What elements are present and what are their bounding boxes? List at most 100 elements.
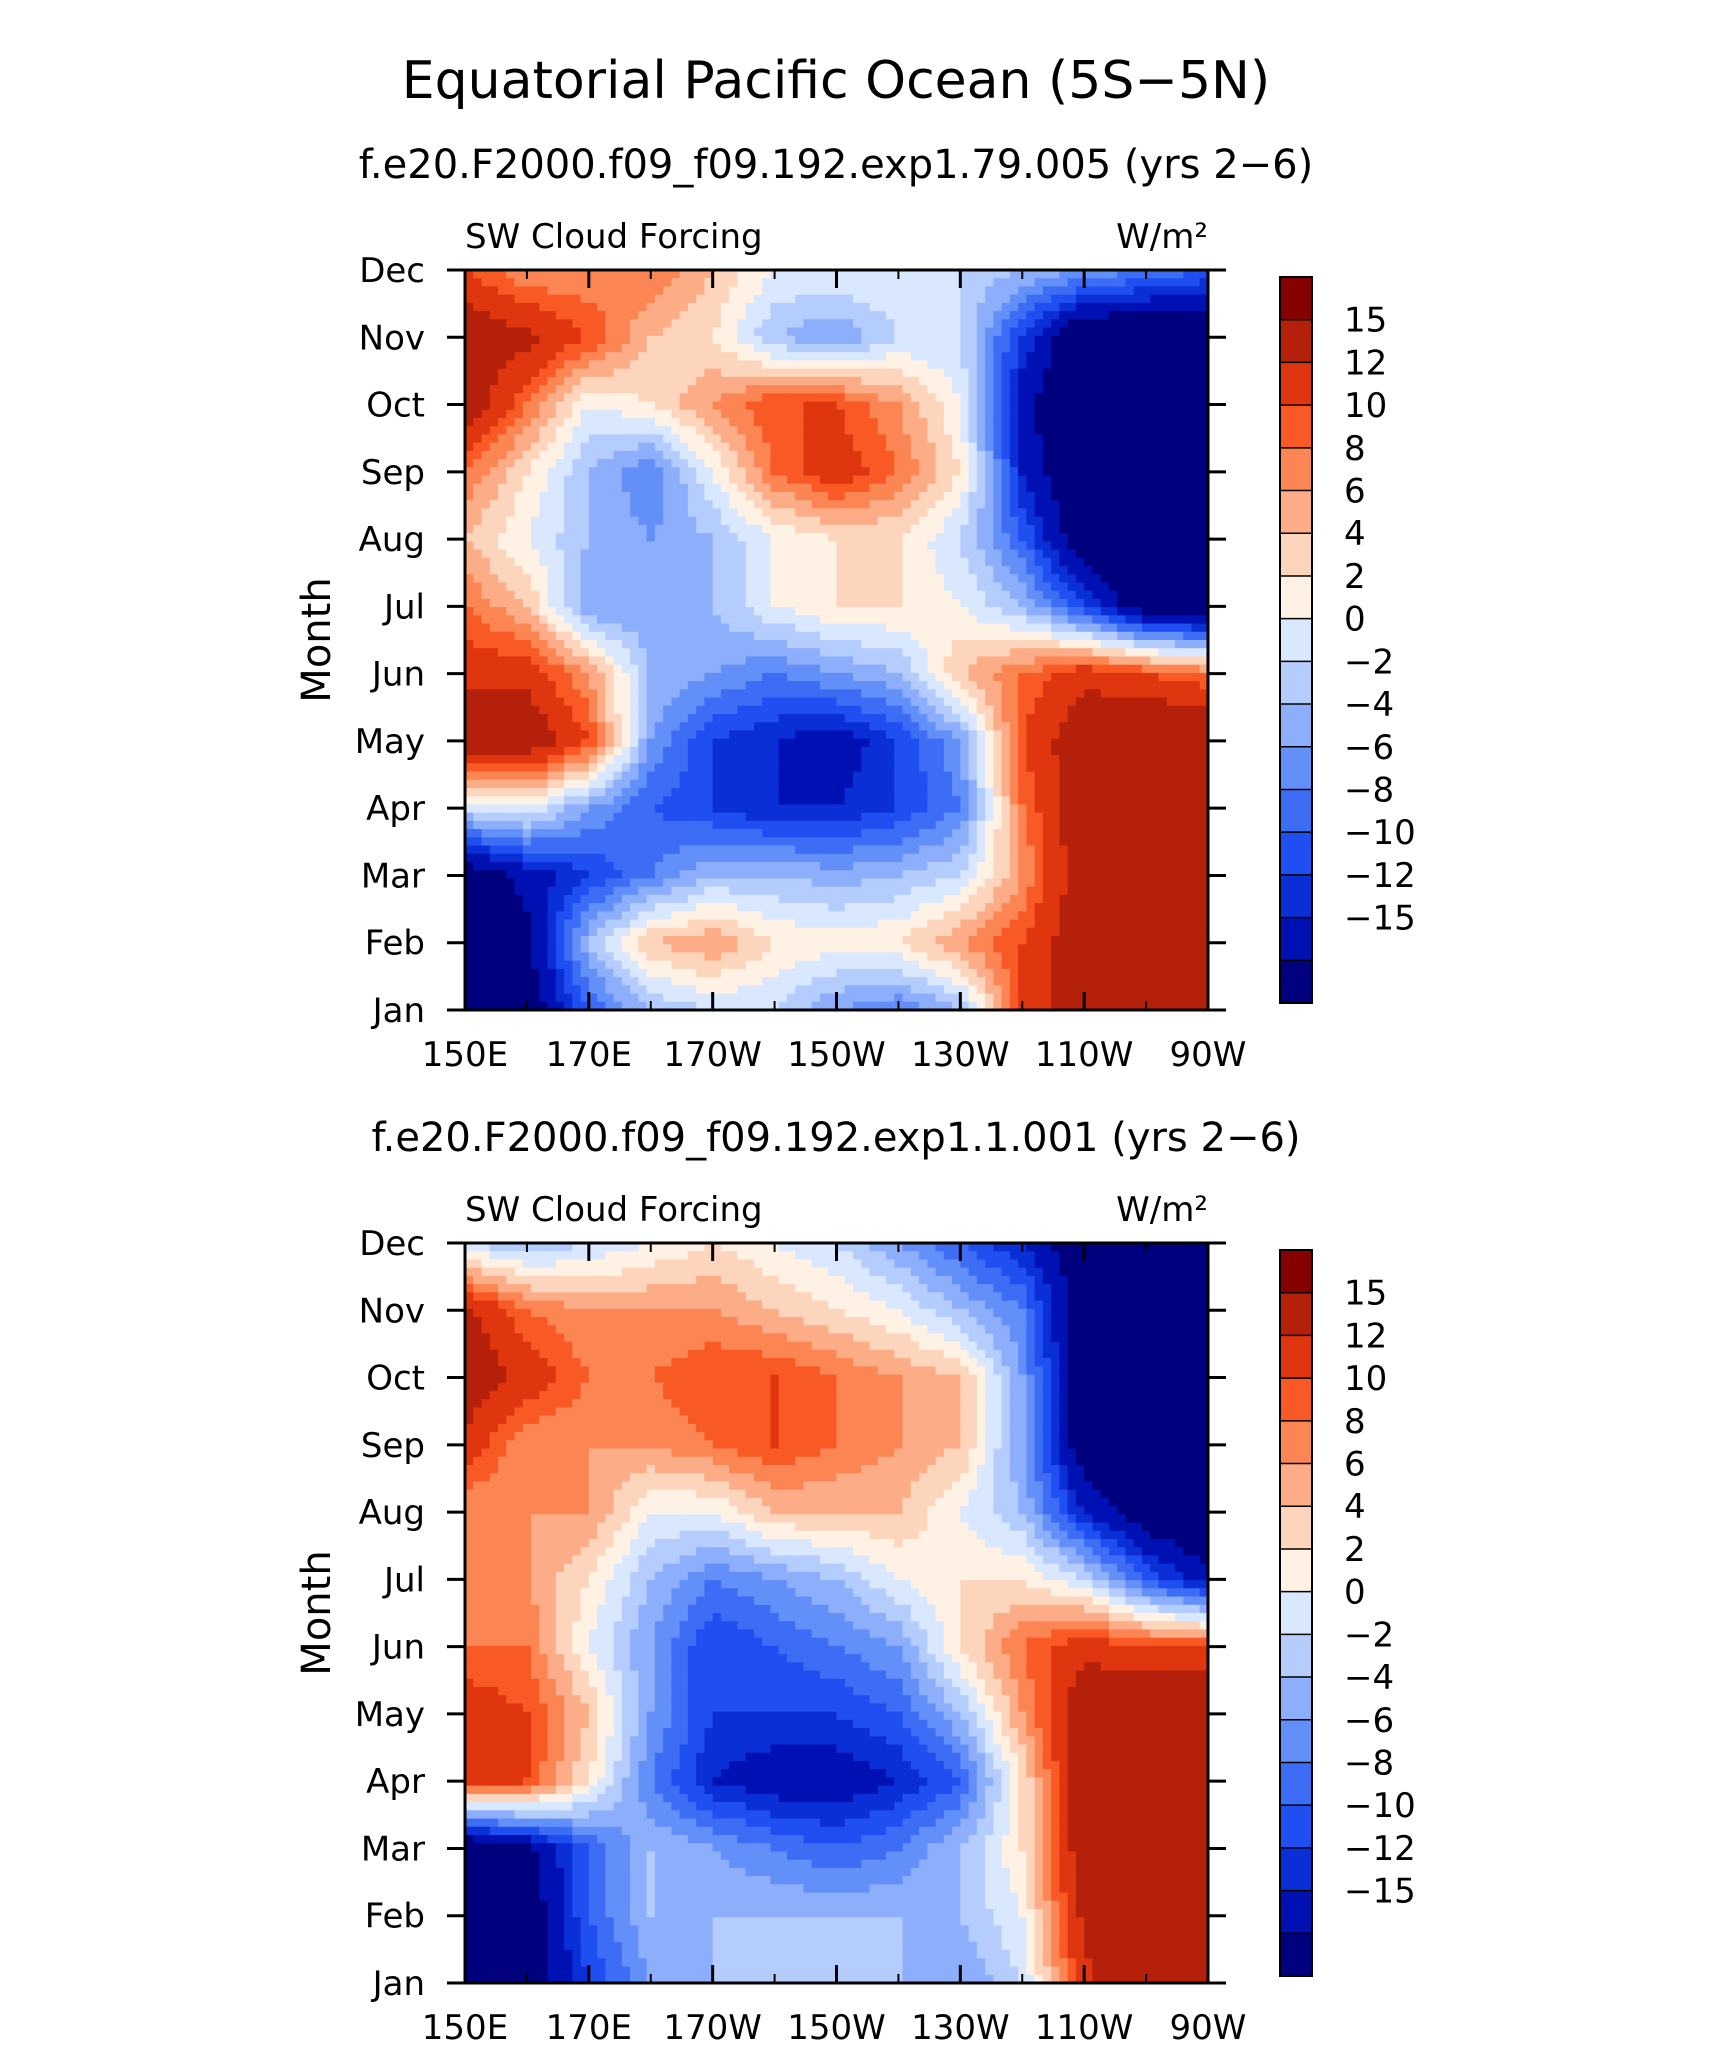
field-cell xyxy=(1001,319,1011,329)
field-cell xyxy=(638,631,648,641)
field-cell xyxy=(522,590,532,600)
field-cell xyxy=(522,524,532,534)
field-cell xyxy=(580,442,590,452)
field-cell xyxy=(836,426,846,436)
field-cell xyxy=(894,278,904,288)
field-cell xyxy=(811,574,821,584)
field-cell xyxy=(1100,557,1110,567)
field-cell xyxy=(522,705,532,715)
field-cell xyxy=(960,270,970,279)
field-cell xyxy=(1067,286,1077,296)
field-cell xyxy=(663,426,672,436)
field-cell xyxy=(919,574,928,584)
field-cell xyxy=(1158,598,1168,608)
field-cell xyxy=(473,368,483,378)
field-cell xyxy=(745,516,755,526)
field-cell xyxy=(704,393,714,403)
field-cell xyxy=(819,311,829,320)
field-cell xyxy=(1174,574,1184,584)
field-cell xyxy=(976,467,986,477)
field-cell xyxy=(679,697,689,707)
field-cell xyxy=(795,697,805,707)
field-cell xyxy=(985,492,994,501)
field-cell xyxy=(737,368,747,378)
field-cell xyxy=(605,689,615,699)
field-cell xyxy=(679,327,689,337)
field-cell xyxy=(778,302,788,312)
field-cell xyxy=(786,450,796,460)
field-cell xyxy=(952,623,961,633)
field-cell xyxy=(869,533,879,542)
field-cell xyxy=(638,664,648,674)
field-cell xyxy=(580,385,590,394)
field-cell xyxy=(894,319,904,329)
field-cell xyxy=(539,582,549,592)
field-cell xyxy=(861,426,871,436)
field-cell xyxy=(943,426,953,436)
field-cell xyxy=(506,302,516,312)
field-cell xyxy=(770,648,780,658)
field-cell xyxy=(547,401,557,411)
field-cell xyxy=(630,368,639,378)
field-cell xyxy=(481,409,491,419)
field-cell xyxy=(531,360,540,370)
field-cell xyxy=(729,640,739,649)
field-cell xyxy=(720,524,730,534)
field-cell xyxy=(1084,582,1094,592)
field-cell xyxy=(671,557,681,567)
field-cell xyxy=(803,327,813,337)
field-cell xyxy=(481,426,491,436)
field-cell xyxy=(605,623,615,633)
field-cell xyxy=(844,574,854,584)
field-cell xyxy=(737,590,747,600)
field-cell xyxy=(465,393,474,403)
field-cell xyxy=(919,590,928,600)
field-cell xyxy=(588,689,598,699)
field-cell xyxy=(1183,401,1193,411)
field-cell xyxy=(968,385,978,394)
field-cell xyxy=(844,714,854,723)
field-cell xyxy=(1075,294,1085,304)
field-cell xyxy=(687,500,697,510)
field-cell xyxy=(968,582,978,592)
field-cell xyxy=(1067,319,1077,329)
field-cell xyxy=(506,631,516,641)
field-cell xyxy=(613,270,623,279)
field-cell xyxy=(762,664,772,674)
field-cell xyxy=(580,623,590,633)
field-cell xyxy=(671,302,681,312)
field-cell xyxy=(1001,574,1011,584)
field-cell xyxy=(803,615,813,625)
field-cell xyxy=(679,557,689,567)
field-cell xyxy=(1133,352,1143,362)
field-cell xyxy=(572,672,582,682)
field-cell xyxy=(489,640,499,649)
field-cell xyxy=(580,549,590,559)
field-cell xyxy=(712,344,722,353)
field-cell xyxy=(1125,385,1135,394)
field-cell xyxy=(473,442,483,452)
field-cell xyxy=(819,607,829,616)
field-cell xyxy=(1166,705,1176,715)
field-cell xyxy=(555,640,565,649)
field-cell xyxy=(910,278,920,288)
field-cell xyxy=(762,648,772,658)
field-cell xyxy=(605,541,615,551)
field-cell xyxy=(770,286,780,296)
field-cell xyxy=(1125,426,1135,436)
field-cell xyxy=(993,294,1003,304)
field-cell xyxy=(919,270,928,279)
field-cell xyxy=(737,681,747,690)
field-cell xyxy=(572,623,582,633)
field-cell xyxy=(778,566,788,575)
field-cell xyxy=(786,442,796,452)
field-cell xyxy=(679,467,689,477)
field-cell xyxy=(646,302,656,312)
field-cell xyxy=(786,598,796,608)
field-cell xyxy=(1183,360,1193,370)
field-cell xyxy=(886,631,895,641)
field-cell xyxy=(1141,615,1151,625)
field-cell xyxy=(762,681,772,690)
field-cell xyxy=(1018,467,1027,477)
field-cell xyxy=(786,697,796,707)
